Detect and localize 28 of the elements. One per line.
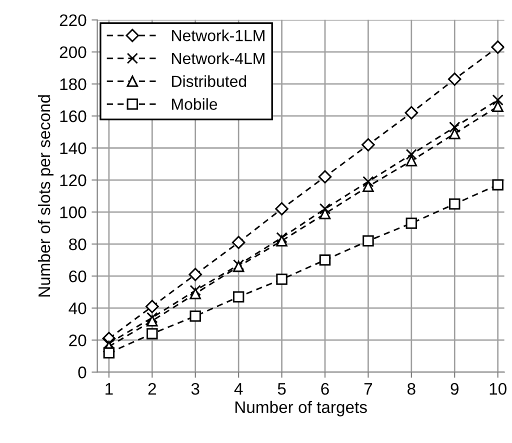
y-tick-label: 160 [60, 110, 86, 122]
y-tick-label: 140 [60, 142, 86, 154]
x-tick-label: 2 [148, 382, 156, 395]
x-tick-label: 9 [450, 382, 458, 395]
x-tick-label: 7 [364, 383, 372, 395]
y-tick-label: 100 [60, 206, 86, 218]
y-tick-label: 220 [60, 14, 86, 26]
y-tick-label: 120 [60, 174, 86, 186]
y-tick-label: 200 [60, 46, 86, 58]
x-tick-label: 1 [106, 383, 113, 395]
y-tick-label: 60 [69, 270, 86, 282]
y-axis-title: Number of slots per second [38, 95, 54, 297]
x-tick-label: 5 [278, 383, 286, 395]
x-tick-label: 10 [490, 382, 506, 395]
legend-label: Distributed [172, 75, 246, 87]
x-tick-label: 6 [321, 382, 329, 395]
x-tick-label: 3 [191, 382, 200, 395]
y-tick-label: 0 [78, 366, 86, 378]
x-axis-title: Number of targets [235, 400, 367, 416]
legend-label: Mobile [172, 98, 218, 110]
x-tick-label: 4 [234, 383, 243, 395]
legend-label: Network-4LM [172, 52, 264, 64]
legend-label: Network-1LM [172, 30, 264, 42]
y-tick-label: 20 [69, 334, 86, 346]
y-tick-label: 80 [69, 238, 86, 250]
y-tick-label: 180 [60, 78, 86, 90]
x-tick-label: 8 [408, 382, 416, 395]
y-tick-label: 40 [68, 302, 86, 314]
